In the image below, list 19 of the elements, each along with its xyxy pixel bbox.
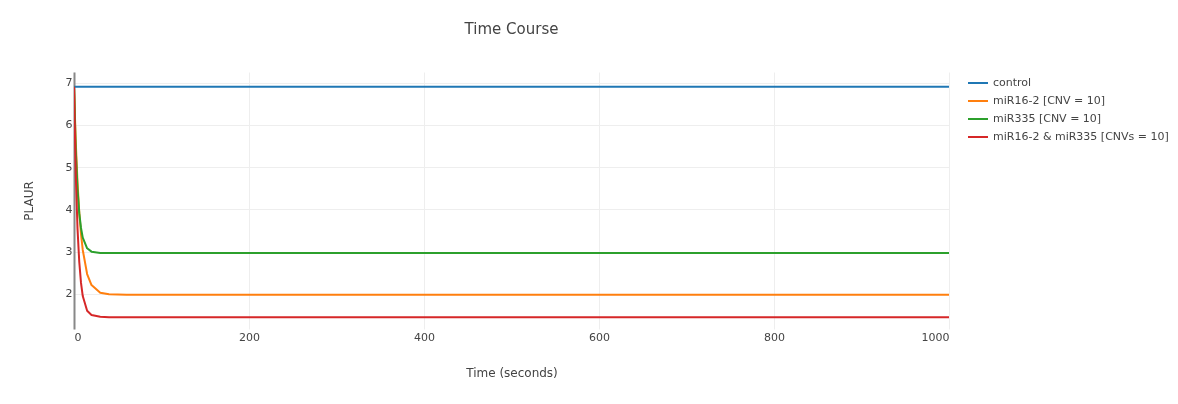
x-tick-label: 1000 [921, 330, 950, 344]
legend-label: control [993, 76, 1032, 89]
y-tick-label: 2 [65, 287, 73, 301]
y-axis-title: PLAUR [21, 181, 36, 221]
legend-label: miR335 [CNV = 10] [993, 112, 1102, 125]
legend-label: miR16-2 [CNV = 10] [993, 94, 1106, 107]
y-tick-label: 6 [65, 118, 73, 132]
y-tick-label: 5 [65, 160, 73, 174]
x-tick-label: 200 [239, 330, 260, 344]
x-axis-title: Time (seconds) [465, 365, 558, 380]
y-tick-label: 3 [65, 245, 73, 259]
legend-label: miR16-2 & miR335 [CNVs = 10] [993, 130, 1169, 143]
y-tick-label: 7 [65, 76, 73, 90]
x-tick-label: 400 [414, 330, 435, 344]
x-tick-label: 800 [764, 330, 785, 344]
y-tick-label: 4 [65, 202, 73, 216]
chart-title: Time Course [463, 20, 559, 38]
x-tick-label: 0 [74, 330, 82, 344]
x-tick-label: 600 [589, 330, 610, 344]
